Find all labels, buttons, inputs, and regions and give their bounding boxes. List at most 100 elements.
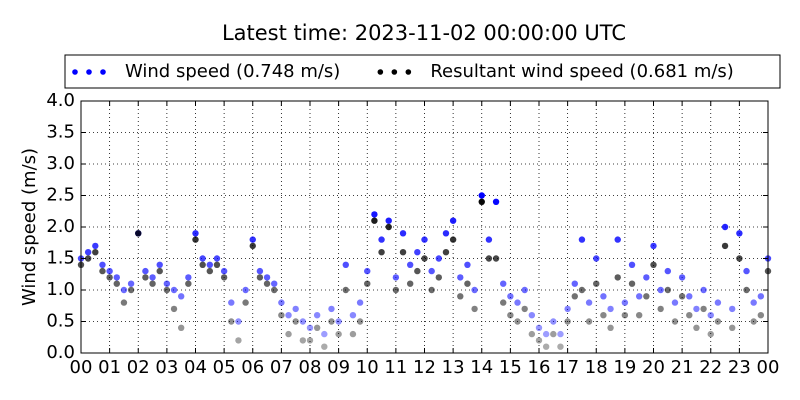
data-point [199, 261, 206, 268]
data-point [514, 299, 521, 306]
data-point [406, 280, 414, 287]
points [77, 192, 772, 350]
data-point [99, 267, 106, 275]
data-point [557, 343, 564, 350]
data-point [414, 267, 421, 275]
data-point [593, 280, 600, 287]
data-point [349, 312, 357, 319]
x-tick-label: 00 [757, 357, 780, 378]
data-point [492, 198, 500, 205]
x-tick-label: 07 [270, 357, 293, 378]
data-point [421, 255, 428, 262]
data-point [120, 299, 128, 306]
legend-marker [377, 69, 384, 75]
data-point [686, 312, 693, 319]
y-tick-label: 3.5 [46, 122, 75, 143]
data-point [700, 286, 707, 294]
data-point [542, 330, 550, 338]
data-point [342, 261, 349, 268]
data-point [464, 280, 471, 287]
data-point [170, 286, 178, 294]
data-point [671, 318, 679, 325]
data-point [220, 274, 228, 281]
x-tick-label: 17 [556, 357, 579, 378]
data-point [342, 286, 349, 294]
data-point [557, 330, 564, 338]
data-point [457, 293, 464, 300]
x-tick-label: 19 [613, 357, 636, 378]
data-point [578, 286, 586, 294]
data-point [163, 286, 171, 294]
data-point [421, 236, 428, 243]
data-point [328, 305, 335, 313]
data-point [299, 337, 307, 344]
data-point [550, 330, 557, 338]
data-point [464, 261, 471, 268]
data-point [607, 324, 614, 331]
data-point [729, 305, 736, 313]
y-tick-label: 1.0 [46, 279, 75, 300]
legend-marker [72, 69, 78, 75]
data-point [435, 274, 443, 281]
data-point [707, 312, 714, 319]
data-point [228, 299, 235, 306]
data-point [120, 286, 128, 294]
legend-marker [100, 69, 106, 75]
data-point [571, 280, 578, 287]
data-point [707, 330, 714, 338]
data-point [256, 274, 264, 281]
data-point [84, 249, 92, 256]
x-tick-label: 11 [384, 357, 407, 378]
x-tick-label: 08 [299, 357, 322, 378]
legend-marker [405, 69, 412, 75]
x-tick-label: 21 [671, 357, 694, 378]
data-point [721, 223, 729, 231]
data-point [700, 305, 707, 313]
data-point [478, 198, 485, 205]
data-point [263, 274, 271, 281]
data-point [371, 211, 378, 218]
data-point [392, 286, 400, 294]
data-point [313, 324, 321, 331]
data-point [235, 337, 242, 344]
data-point [714, 299, 722, 306]
data-point [564, 318, 571, 325]
data-point [750, 299, 757, 306]
data-point [657, 286, 664, 294]
data-point [292, 305, 299, 313]
x-tick-label: 22 [699, 357, 722, 378]
data-point [449, 217, 457, 224]
data-point [156, 261, 163, 268]
y-tick-label: 1.5 [46, 248, 75, 269]
x-tick-label: 04 [184, 357, 207, 378]
x-tick-label: 03 [155, 357, 178, 378]
legend-box [64, 54, 781, 89]
y-tick-label: 0.5 [46, 311, 75, 332]
x-tick-label: 09 [327, 357, 350, 378]
data-point [170, 305, 178, 313]
data-point [671, 299, 679, 306]
data-point [578, 236, 586, 243]
x-tick-label: 18 [585, 357, 608, 378]
data-point [514, 318, 521, 325]
x-tick-label: 12 [413, 357, 436, 378]
data-point [213, 255, 221, 262]
data-point [92, 242, 99, 250]
data-point [743, 286, 750, 294]
data-point [356, 299, 364, 306]
data-point [356, 318, 364, 325]
data-point [292, 318, 299, 325]
x-tick-label: 13 [442, 357, 465, 378]
data-point [113, 274, 120, 281]
data-point [643, 274, 650, 281]
data-point [385, 217, 392, 224]
data-point [500, 280, 507, 287]
data-point [442, 230, 450, 237]
data-point [364, 267, 371, 275]
data-point [442, 249, 450, 256]
data-point [199, 255, 206, 262]
data-point [142, 274, 149, 281]
data-point [736, 255, 743, 262]
data-point [256, 267, 264, 275]
data-point [693, 324, 700, 331]
